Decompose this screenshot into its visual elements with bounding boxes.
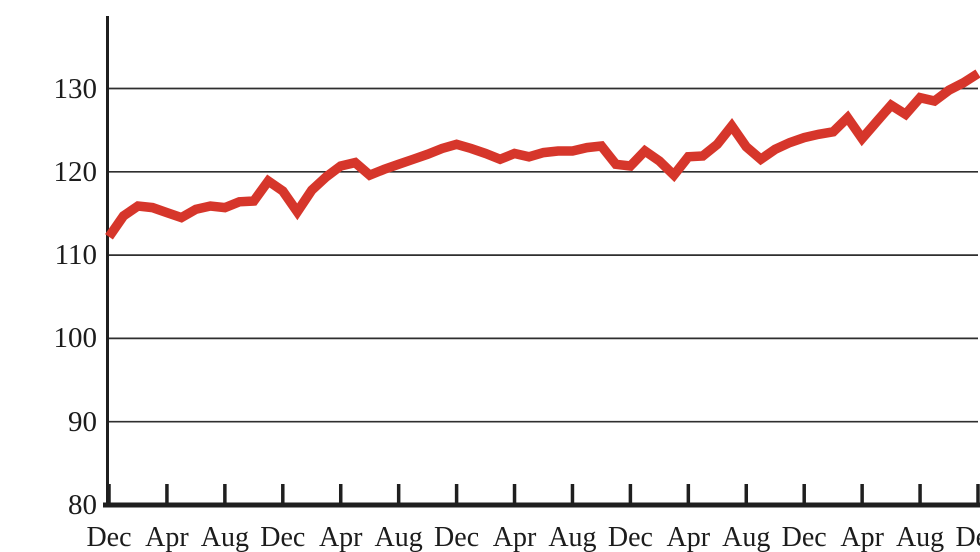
x-tick-month: Dec	[781, 522, 827, 552]
x-tick-month: Dec	[955, 522, 980, 552]
x-tick-month: Apr	[145, 522, 189, 552]
x-axis-tick-label: Aug13	[193, 522, 257, 552]
x-axis-tick-label: Apr15	[483, 522, 547, 552]
line-chart: 8090100110120130Dec12Apr13Aug13Dec13Apr1…	[40, 16, 980, 552]
y-axis-tick-label: 90	[68, 405, 97, 438]
x-axis-tick-label: Apr13	[135, 522, 199, 552]
x-axis-tick-label: Dec17	[946, 522, 980, 552]
x-axis-tick-label: Dec14	[425, 522, 489, 552]
x-axis-tick-label: Apr17	[830, 522, 894, 552]
x-tick-month: Aug	[895, 522, 945, 552]
x-tick-month: Apr	[666, 522, 711, 552]
x-axis-tick-label: Aug17	[888, 522, 952, 552]
y-axis-tick-label: 80	[68, 489, 97, 521]
data-line-series	[105, 69, 980, 240]
x-tick-month: Aug	[200, 522, 249, 552]
x-axis-tick-label: Dec12	[77, 522, 141, 552]
x-tick-month: Apr	[492, 522, 537, 552]
x-tick-month: Dec	[260, 522, 306, 552]
x-axis-tick-label: Dec13	[251, 522, 315, 552]
x-axis-tick-label: Apr16	[656, 522, 720, 552]
x-tick-month: Dec	[434, 522, 480, 552]
y-axis-tick-label: 110	[54, 239, 97, 272]
y-axis-tick-label: 100	[53, 322, 98, 355]
x-tick-month: Apr	[318, 522, 363, 552]
y-axis-tick-label: 130	[53, 72, 98, 105]
x-axis-tick-label: Apr14	[309, 522, 373, 552]
y-axis-tick-label: 120	[53, 155, 98, 188]
x-axis-tick-label: Dec15	[598, 522, 662, 552]
x-tick-month: Dec	[607, 522, 653, 552]
x-tick-month: Dec	[86, 522, 132, 552]
x-tick-month: Apr	[840, 522, 884, 552]
plot-area	[103, 16, 980, 508]
x-tick-month: Aug	[374, 522, 423, 552]
x-tick-month: Aug	[548, 522, 597, 552]
x-axis-tick-label: Aug15	[540, 522, 604, 552]
x-axis-tick-label: Aug14	[367, 522, 431, 552]
x-axis-tick-label: Dec16	[772, 522, 836, 552]
x-tick-month: Aug	[722, 522, 771, 552]
x-axis-tick-label: Aug16	[714, 522, 778, 552]
